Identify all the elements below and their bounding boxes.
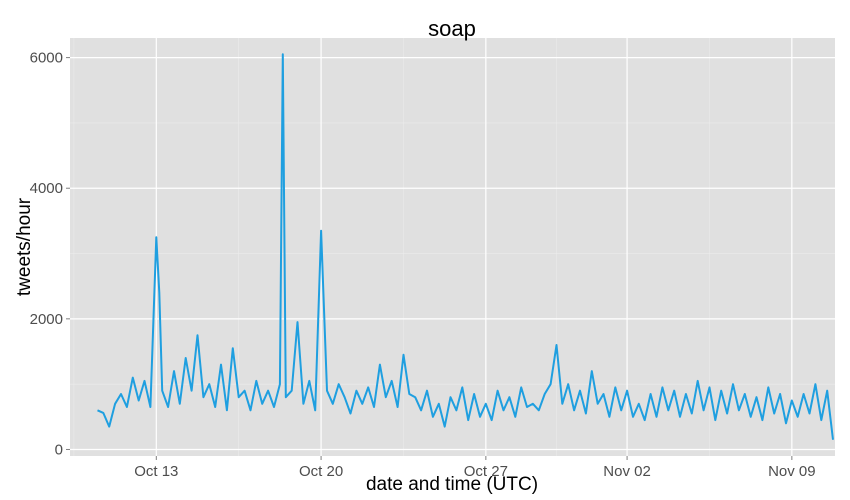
chart-title: soap: [428, 16, 476, 41]
y-axis: 0 2000 4000 6000: [30, 50, 70, 458]
x-tick-label: Oct 13: [134, 463, 178, 480]
x-axis-label: date and time (UTC): [366, 474, 538, 495]
y-tick-label: 0: [55, 441, 63, 458]
x-tick-label: Nov 09: [768, 463, 816, 480]
x-tick-label: Oct 27: [464, 463, 508, 480]
y-tick-label: 6000: [30, 50, 63, 67]
series-line-soap: [97, 53, 834, 440]
y-tick-label: 4000: [30, 180, 63, 197]
x-axis: Oct 13 Oct 20 Oct 27 Nov 02 Nov 09: [134, 456, 816, 480]
plot-panel: [70, 38, 835, 456]
x-tick-label: Nov 02: [603, 463, 651, 480]
y-axis-label: tweets/hour: [14, 197, 35, 296]
minor-grid: [70, 38, 835, 456]
y-tick-label: 2000: [30, 311, 63, 328]
x-tick-label: Oct 20: [299, 463, 343, 480]
